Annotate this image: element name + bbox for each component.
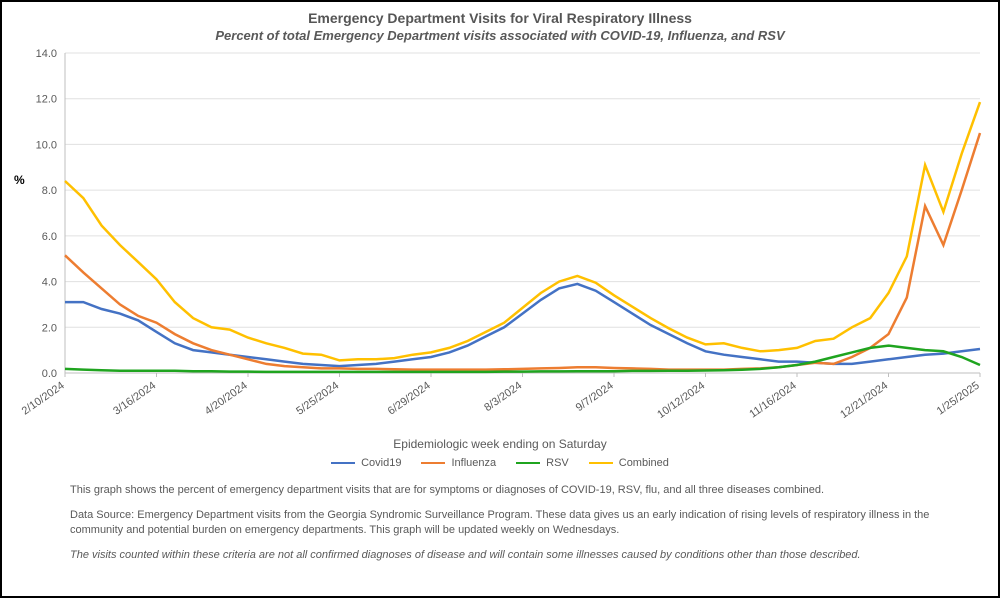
series-combined [65,102,980,360]
y-tick-label: 0.0 [42,368,57,380]
legend-swatch [516,462,540,464]
legend-label: RSV [546,457,569,469]
legend-item-combined: Combined [589,457,669,469]
y-tick-label: 10.0 [36,139,57,151]
y-tick-label: 2.0 [42,322,57,334]
x-tick-label: 4/20/2024 [203,380,250,418]
x-tick-label: 12/21/2024 [838,380,890,421]
footnote-3: The visits counted within these criteria… [70,548,950,563]
x-tick-label: 1/25/2025 [935,380,982,418]
footnotes: This graph shows the percent of emergenc… [70,483,950,562]
legend-swatch [331,462,355,464]
x-tick-label: 8/3/2024 [482,380,524,414]
y-tick-label: 8.0 [42,185,57,197]
legend-label: Combined [619,457,669,469]
chart-subtitle: Percent of total Emergency Department vi… [10,28,990,43]
line-chart-svg: 0.0 2.0 4.0 6.0 8.0 10.0 12.0 14.0 2/10/2024 3/16… [10,43,990,443]
legend-swatch [421,462,445,464]
footnote-1: This graph shows the percent of emergenc… [70,483,950,498]
x-tick-label: 10/12/2024 [655,380,707,421]
x-tick-label: 6/29/2024 [386,380,433,418]
legend-item-covid19: Covid19 [331,457,401,469]
y-tick-label: 14.0 [36,48,57,60]
legend: Covid19 Influenza RSV Combined [10,455,990,469]
legend-swatch [589,462,613,464]
legend-label: Influenza [451,457,496,469]
footnote-2: Data Source: Emergency Department visits… [70,508,950,538]
y-axis-label: % [14,173,25,187]
legend-label: Covid19 [361,457,401,469]
legend-item-rsv: RSV [516,457,569,469]
legend-item-influenza: Influenza [421,457,496,469]
chart-frame: Emergency Department Visits for Viral Re… [0,0,1000,598]
chart-area: % 0.0 2.0 4.0 6.0 8.0 10.0 12.0 14.0 2/10/2024 3/… [10,43,990,443]
y-tick-label: 12.0 [36,94,57,106]
x-tick-label: 3/16/2024 [111,380,158,418]
x-tick-label: 9/7/2024 [574,380,616,414]
y-tick-label: 6.0 [42,231,57,243]
y-tick-label: 4.0 [42,277,57,289]
x-tick-label: 11/16/2024 [747,380,798,421]
chart-title: Emergency Department Visits for Viral Re… [10,10,990,26]
x-tick-label: 2/10/2024 [20,380,67,418]
x-tick-label: 5/25/2024 [294,380,341,418]
